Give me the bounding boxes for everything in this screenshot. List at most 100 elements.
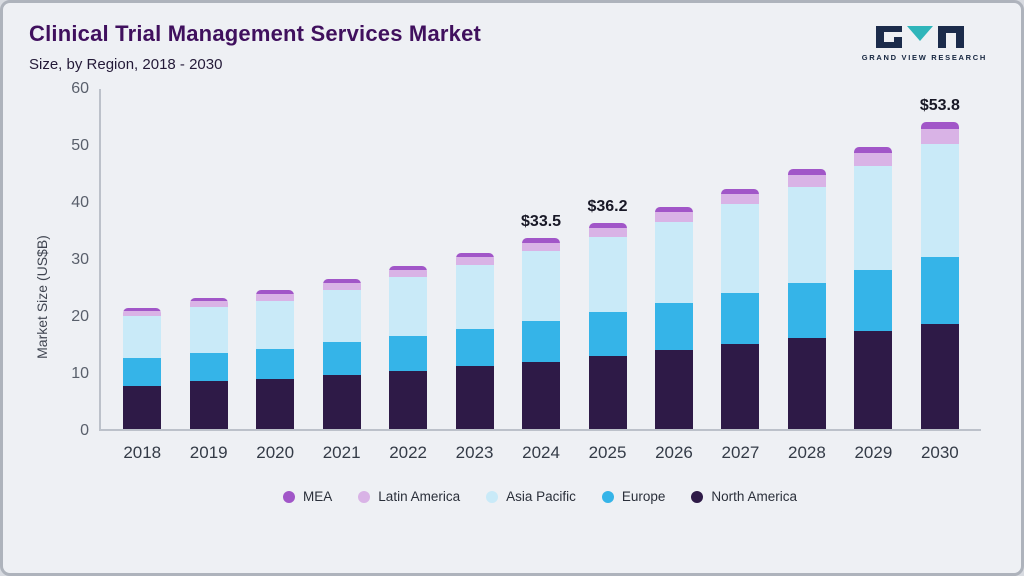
bar-segment-europe bbox=[854, 270, 893, 331]
bar-segment-north-america bbox=[389, 370, 428, 429]
bar-segment-mea bbox=[588, 222, 627, 228]
y-tick-label: 20 bbox=[71, 308, 89, 325]
y-tick-label: 50 bbox=[71, 137, 89, 154]
y-tick-label: 0 bbox=[80, 422, 89, 439]
x-tick-label: 2022 bbox=[389, 443, 428, 462]
bar-segment-mea bbox=[455, 252, 494, 257]
bar-segment-mea bbox=[389, 266, 428, 271]
plot-area: $33.5 $36.2 $53.8 bbox=[99, 89, 981, 431]
x-tick-label: 2025 bbox=[588, 443, 627, 462]
bar-segment-north-america bbox=[854, 331, 893, 429]
bar-column bbox=[840, 89, 906, 429]
bar-stack bbox=[256, 290, 295, 429]
x-tick-label: 2020 bbox=[256, 443, 295, 462]
bar-column bbox=[641, 89, 707, 429]
bar-column bbox=[242, 89, 308, 429]
bar-segment-asia-pacific bbox=[721, 203, 760, 293]
bar-segment-mea bbox=[322, 279, 361, 284]
bar-segment-latin-america bbox=[123, 311, 162, 317]
bar-segment-asia-pacific bbox=[189, 307, 228, 353]
legend-label: Europe bbox=[621, 489, 666, 504]
header: Clinical Trial Management Services Marke… bbox=[29, 21, 995, 73]
bar-segment-asia-pacific bbox=[522, 251, 561, 321]
bar-segment-europe bbox=[588, 312, 627, 356]
bar-column bbox=[774, 89, 840, 429]
bar-segment-asia-pacific bbox=[787, 186, 826, 283]
bar-segment-europe bbox=[787, 282, 826, 339]
bar-stack bbox=[522, 238, 561, 429]
x-tick-label: 2018 bbox=[123, 443, 162, 462]
bar-column: $53.8 bbox=[907, 89, 973, 429]
x-tick-label: 2024 bbox=[522, 443, 560, 462]
bar-column: $33.5 bbox=[508, 89, 574, 429]
bar-segment-latin-america bbox=[455, 256, 494, 265]
x-tick-label: 2027 bbox=[721, 443, 760, 462]
y-tick-label: 30 bbox=[71, 251, 89, 268]
page-title: Clinical Trial Management Services Marke… bbox=[29, 21, 482, 46]
y-tick-label: 40 bbox=[71, 194, 89, 211]
bar-column bbox=[175, 89, 241, 429]
grand-view-research-logo: GRAND VIEW RESEARCH bbox=[862, 25, 987, 62]
page-subtitle: Size, by Region, 2018 - 2030 bbox=[29, 56, 223, 73]
bar-stack bbox=[920, 122, 959, 429]
bar-segment-asia-pacific bbox=[455, 264, 494, 329]
bar-segment-latin-america bbox=[322, 283, 361, 291]
bar-stack bbox=[588, 222, 627, 429]
bar-segment-mea bbox=[189, 297, 228, 302]
bar-stack bbox=[322, 279, 361, 429]
legend-label: North America bbox=[711, 489, 797, 504]
plot-wrap: $33.5 $36.2 $53.8 2018 2019 2020 2021 2022 2023… bbox=[99, 89, 981, 504]
bar-segment-asia-pacific bbox=[389, 276, 428, 336]
bar-column bbox=[707, 89, 773, 429]
legend-dot bbox=[486, 490, 499, 503]
bar-segment-north-america bbox=[322, 374, 361, 429]
grand-view-research-logo-mark bbox=[876, 26, 965, 48]
bar-segment-europe bbox=[455, 328, 494, 367]
bar-segment-mea bbox=[920, 122, 959, 130]
legend-label: Asia Pacific bbox=[506, 489, 576, 504]
bar-column bbox=[109, 89, 175, 429]
bar-stack bbox=[189, 297, 228, 429]
bar-stack bbox=[123, 308, 162, 429]
bar-segment-latin-america bbox=[920, 129, 959, 145]
bar-segment-europe bbox=[920, 257, 959, 324]
bar-segment-europe bbox=[123, 358, 162, 386]
bar-stack bbox=[854, 146, 893, 429]
bar-segment-mea bbox=[256, 290, 295, 295]
x-axis-labels: 2018 2019 2020 2021 2022 2023 2024 2025 2026 2027… bbox=[101, 431, 981, 463]
bar-segment-latin-america bbox=[522, 242, 561, 252]
bar-value-label: $36.2 bbox=[587, 197, 628, 215]
bar-stack bbox=[455, 252, 494, 429]
bar-segment-latin-america bbox=[721, 193, 760, 204]
header-titles: Clinical Trial Management Services Marke… bbox=[29, 21, 481, 73]
bar-stack bbox=[654, 206, 693, 429]
bar-segment-europe bbox=[522, 320, 561, 362]
x-tick-label: 2019 bbox=[189, 443, 228, 462]
legend-item: Europe bbox=[601, 489, 666, 504]
bar-segment-north-america bbox=[588, 356, 627, 429]
bar-column: $36.2 bbox=[574, 89, 640, 429]
bar-stack bbox=[721, 188, 760, 429]
bar-segment-latin-america bbox=[256, 294, 295, 301]
bar-segment-north-america bbox=[787, 338, 826, 429]
legend-label: Latin America bbox=[378, 489, 461, 504]
bar-segment-mea bbox=[787, 169, 826, 176]
bar-segment-north-america bbox=[920, 323, 959, 429]
bar-value-label: $33.5 bbox=[521, 213, 562, 231]
legend-dot bbox=[601, 490, 614, 503]
bar-column bbox=[375, 89, 441, 429]
x-tick-label: 2023 bbox=[455, 443, 494, 462]
bar-segment-latin-america bbox=[588, 227, 627, 237]
legend: MEA Latin America Asia Pacific Europe North … bbox=[99, 489, 981, 504]
bar-segment-asia-pacific bbox=[322, 290, 361, 343]
bar-segment-mea bbox=[123, 308, 162, 312]
y-tick-label: 60 bbox=[71, 80, 89, 97]
x-tick-label: 2029 bbox=[854, 443, 893, 462]
bar-segment-europe bbox=[721, 292, 760, 345]
bar-segment-latin-america bbox=[787, 175, 826, 187]
bar-column bbox=[441, 89, 507, 429]
bar-segment-asia-pacific bbox=[654, 221, 693, 304]
bar-segment-asia-pacific bbox=[123, 316, 162, 359]
y-axis-title: Market Size (US$B) bbox=[29, 89, 55, 504]
bar-segment-north-america bbox=[256, 378, 295, 429]
